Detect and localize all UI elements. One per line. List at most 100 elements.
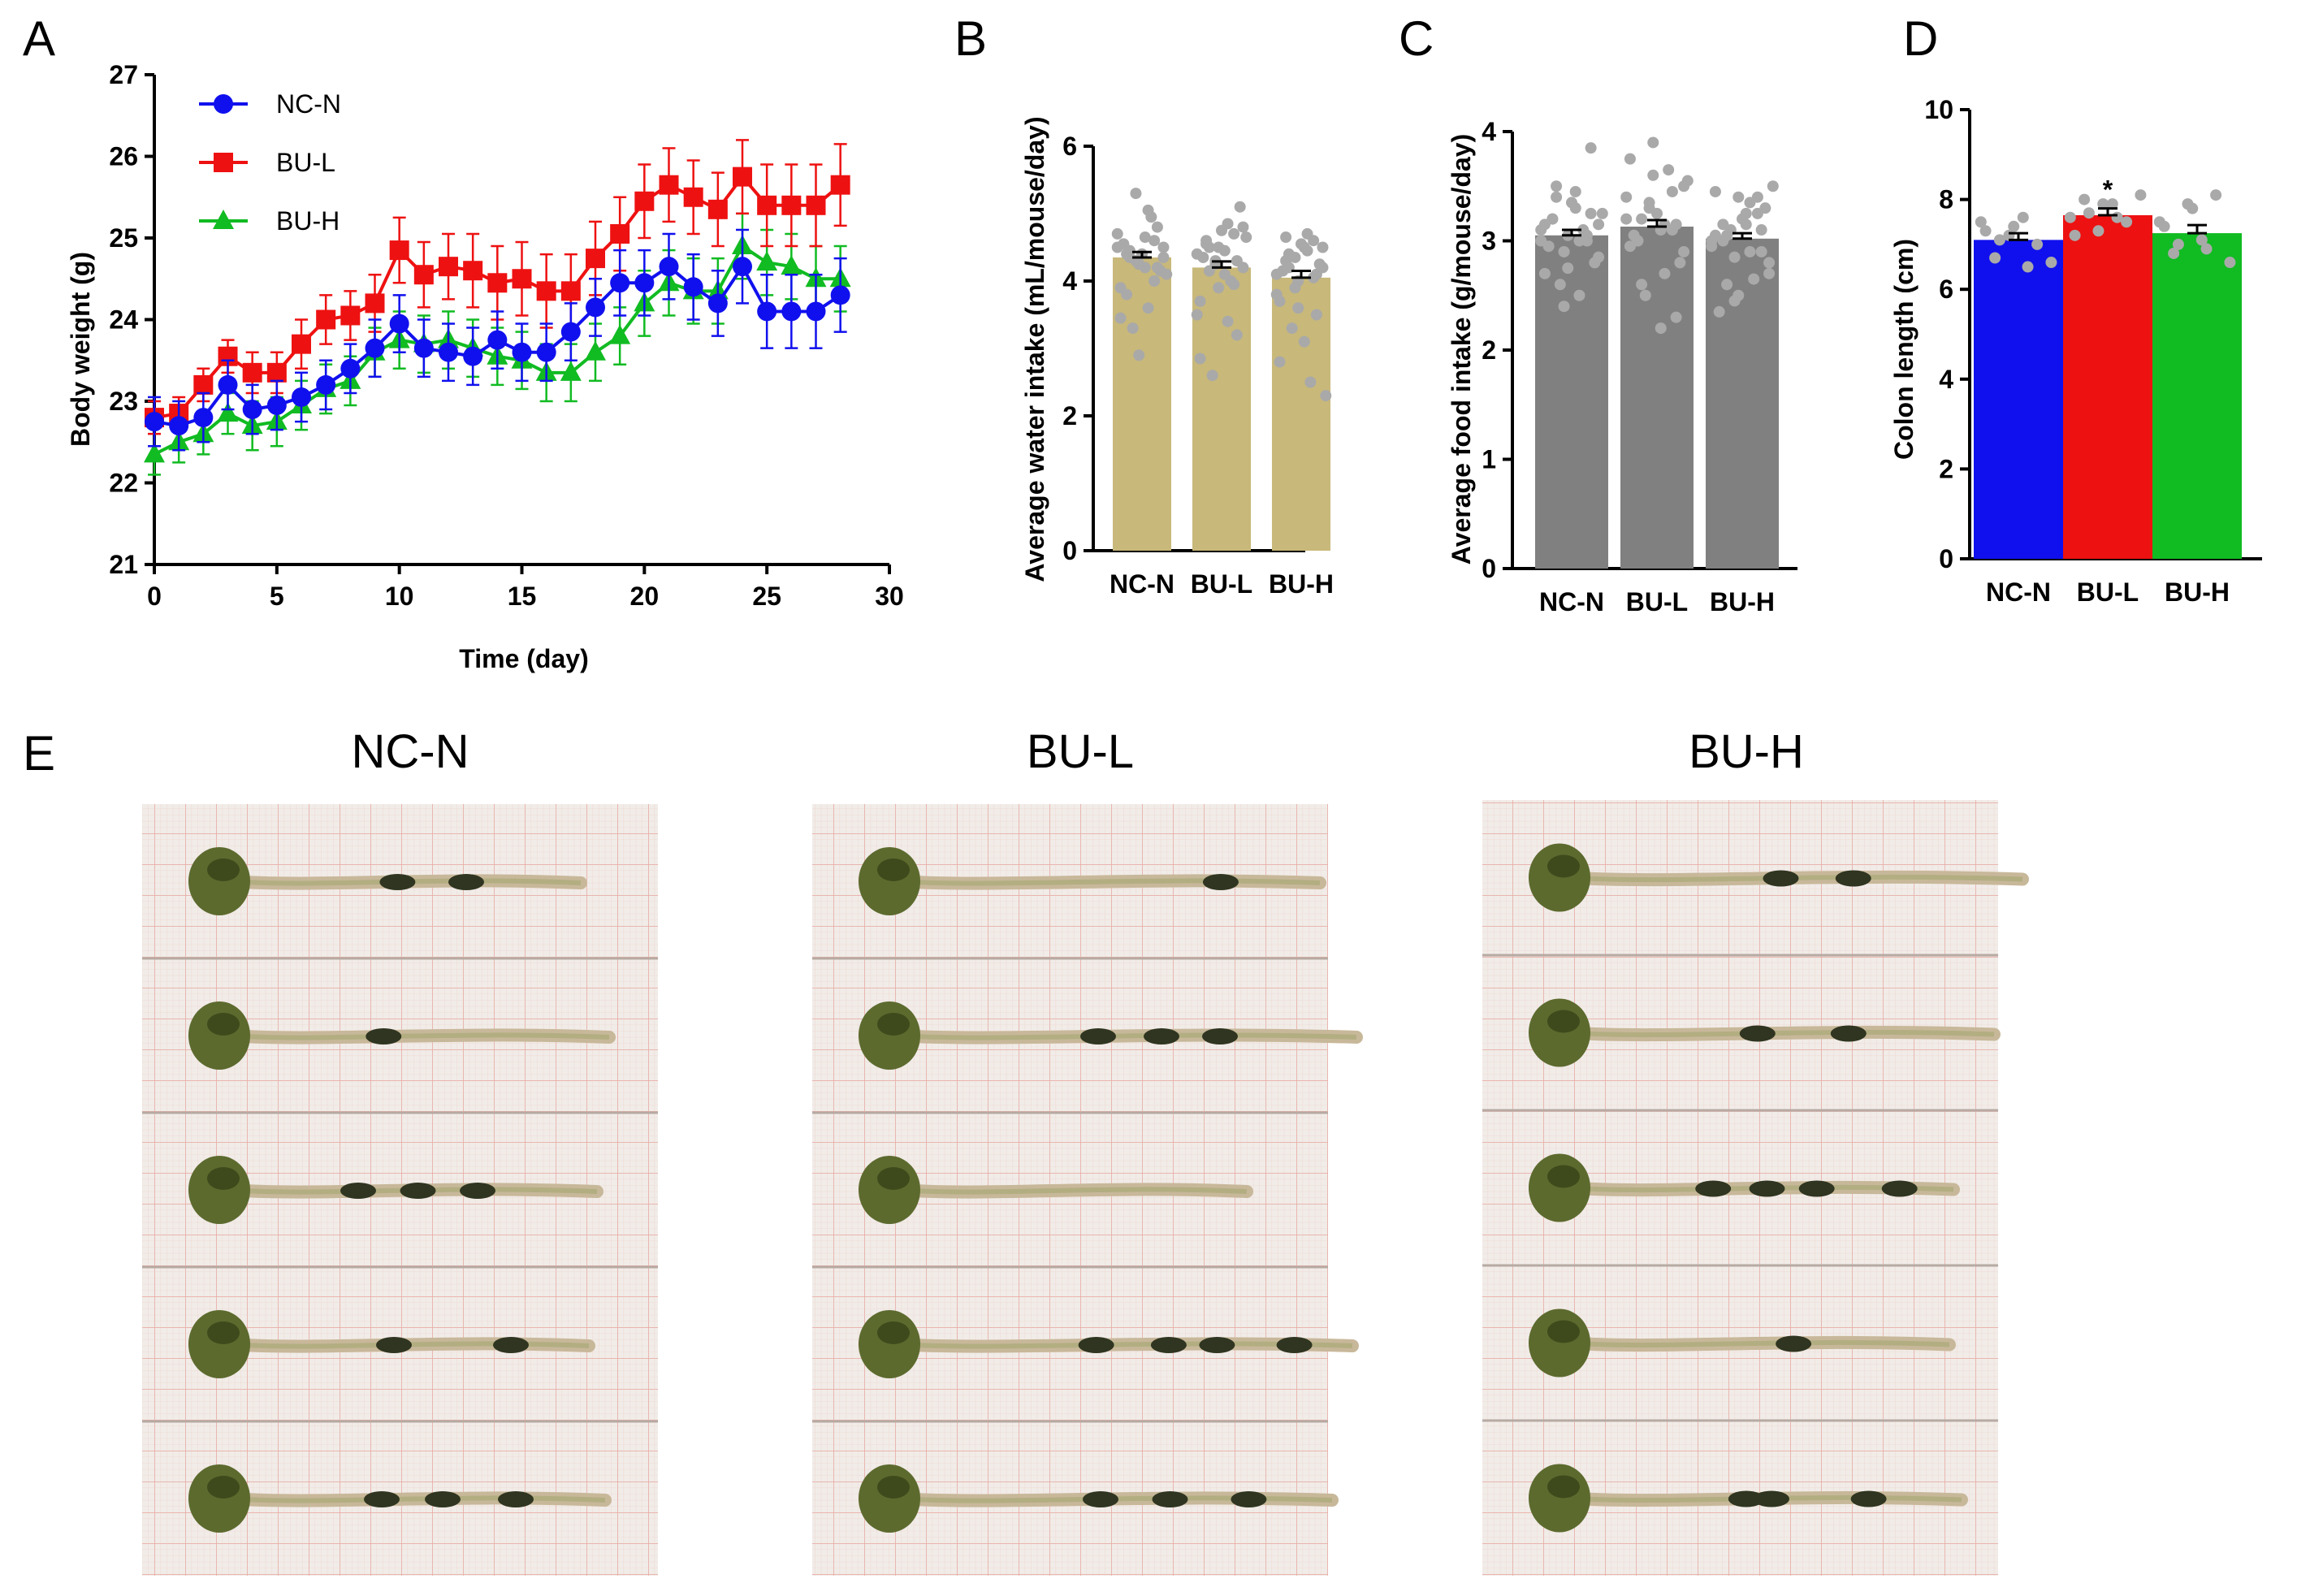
data-point <box>1142 204 1154 216</box>
data-point <box>389 240 409 261</box>
fecal-pellet <box>366 1028 402 1045</box>
data-point <box>757 301 777 322</box>
data-point <box>2224 257 2236 269</box>
data-point <box>1133 349 1145 361</box>
fecal-pellet <box>379 874 416 890</box>
data-point <box>1280 231 1292 244</box>
data-point <box>340 358 361 378</box>
chart-a-ytick-label: 23 <box>109 387 138 416</box>
photo-title-bu-l: BU-L <box>1027 725 1134 778</box>
colon-specimen <box>1529 843 2029 912</box>
category-label-bu-l: BU-L <box>2077 577 2139 607</box>
data-point <box>1751 207 1763 219</box>
data-point <box>2097 198 2109 210</box>
data-point <box>2031 238 2044 250</box>
data-point <box>1721 279 1733 291</box>
data-point <box>1740 218 1752 231</box>
data-point <box>1142 302 1154 314</box>
fecal-pellet <box>1830 1025 1867 1042</box>
data-point <box>781 195 802 215</box>
data-point <box>316 309 336 330</box>
fecal-pellet <box>1080 1028 1116 1045</box>
data-point <box>1535 235 1547 247</box>
cecum <box>1529 1153 1590 1222</box>
chart-a-ytick-label: 22 <box>109 469 138 498</box>
data-point <box>1286 322 1298 335</box>
data-point <box>1237 221 1249 233</box>
fecal-pellet <box>1835 870 1871 887</box>
fecal-pellet <box>1083 1491 1118 1507</box>
data-point <box>830 175 850 195</box>
colon-specimen <box>859 1156 1253 1224</box>
colon-content <box>231 1495 606 1503</box>
cecum <box>859 1464 920 1533</box>
colon-content <box>231 1187 598 1195</box>
chart-a-ytick-label: 24 <box>109 305 138 335</box>
panel-label-a: A <box>23 11 55 66</box>
cecum <box>1529 1464 1590 1533</box>
colon-specimen <box>188 1156 603 1224</box>
data-point <box>586 249 605 269</box>
data-point <box>1554 279 1566 291</box>
legend-label-bu-l: BU-L <box>276 148 335 177</box>
data-point <box>560 361 582 381</box>
data-point <box>2069 229 2081 241</box>
data-point <box>1118 238 1130 250</box>
fecal-pellet <box>1763 870 1799 887</box>
legend-marker-bu-l <box>214 153 233 172</box>
data-point <box>1191 309 1203 321</box>
legend-label-nc-n: NC-N <box>276 89 341 119</box>
data-point <box>1647 169 1659 181</box>
data-point <box>1194 295 1206 307</box>
fecal-pellet <box>400 1183 436 1199</box>
data-point <box>585 340 606 361</box>
fecal-pellet <box>1776 1335 1812 1352</box>
data-point <box>609 324 631 344</box>
chart-d-ytick-label: 10 <box>1924 95 1953 124</box>
series-nc-n <box>145 228 850 452</box>
data-point <box>1566 197 1577 209</box>
chart-a-series <box>144 139 851 476</box>
cecum-fold <box>1547 1010 1580 1033</box>
bar-bu-h <box>1272 277 1330 551</box>
chart-a-ytick-label: 25 <box>109 223 138 253</box>
legend-marker-nc-n <box>214 94 233 114</box>
chart-c-ytick-label: 2 <box>1482 335 1496 365</box>
data-point <box>1728 251 1741 263</box>
data-point <box>1313 258 1326 270</box>
chart-a-xtick-label: 25 <box>752 582 781 611</box>
data-point <box>1151 262 1163 274</box>
colon-specimen <box>859 1001 1363 1070</box>
chart-b-ylabel: Average water intake (mL/mouse/day) <box>1020 116 1049 582</box>
data-point <box>1289 251 1301 263</box>
data-point <box>1274 356 1286 368</box>
data-point <box>1663 164 1675 176</box>
data-point <box>389 314 409 334</box>
cecum <box>859 847 920 915</box>
data-point <box>1228 227 1240 240</box>
panel-e-colon-photos: E NC-N BU-L BU-H <box>23 725 2029 1576</box>
data-point <box>1755 224 1767 236</box>
data-point <box>1123 251 1136 263</box>
data-point <box>2106 198 2118 210</box>
data-point <box>1551 180 1563 192</box>
fecal-pellet <box>1728 1490 1764 1507</box>
panel-label-e: E <box>23 726 55 781</box>
data-point <box>536 342 556 362</box>
chart-d-ylabel: Colon length (cm) <box>1889 239 1919 460</box>
data-point <box>757 195 777 215</box>
data-point <box>512 269 532 289</box>
data-point <box>806 301 826 322</box>
data-point <box>634 191 655 211</box>
cecum-fold <box>877 1013 910 1036</box>
chart-a-xtick-label: 10 <box>385 582 414 611</box>
data-point <box>1596 207 1608 219</box>
data-point <box>1222 315 1234 327</box>
data-point <box>1231 329 1243 341</box>
bar-bu-h <box>1706 238 1779 569</box>
data-point <box>512 342 532 362</box>
data-point <box>2092 225 2105 237</box>
data-point <box>1157 241 1170 253</box>
cecum <box>188 1156 250 1224</box>
data-point <box>1133 258 1145 270</box>
